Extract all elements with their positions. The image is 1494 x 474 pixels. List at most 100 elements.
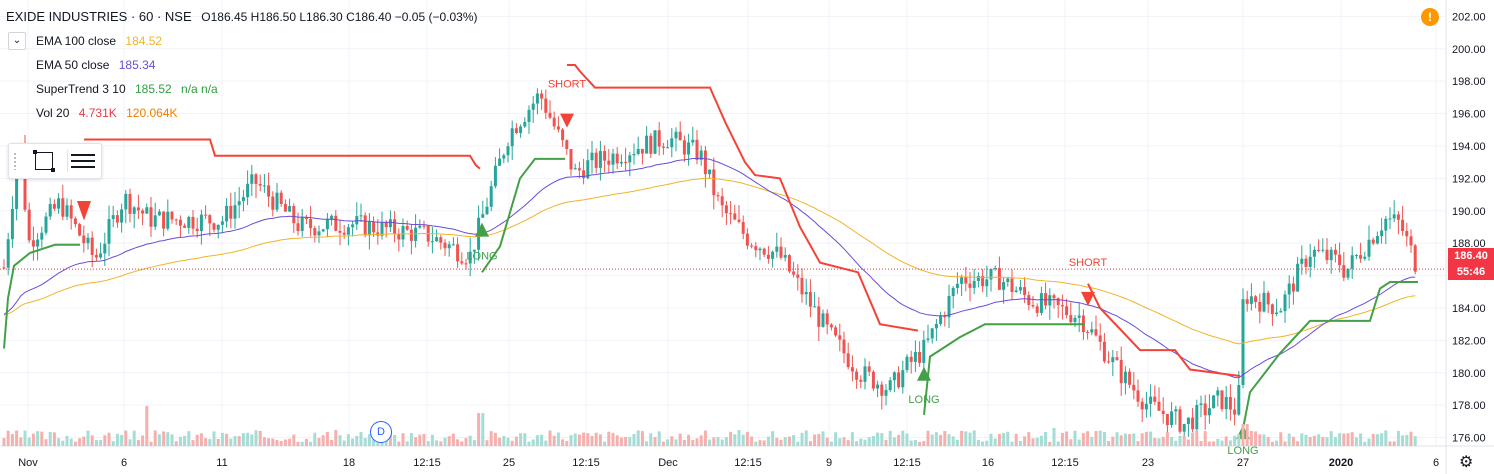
indicator-volume[interactable]: Vol 20 4.731K 120.064K [36, 106, 178, 120]
ema100-line [3, 177, 1416, 345]
volume-bar [1195, 430, 1199, 446]
volume-bar [741, 434, 745, 446]
volume-bar [1102, 431, 1106, 446]
volume-bar [897, 434, 901, 446]
volume-bar [342, 440, 346, 446]
candle-body [317, 231, 321, 236]
candle-body [519, 126, 523, 134]
volume-bar [779, 439, 783, 446]
volume-bar [132, 430, 136, 446]
volume-bar [1098, 430, 1102, 446]
candle-body [1396, 214, 1400, 220]
volume-bar [939, 434, 943, 446]
candle-body [1388, 218, 1392, 220]
volume-bar [1123, 433, 1127, 446]
candle-body [1413, 245, 1417, 272]
candle-body [934, 323, 938, 329]
candle-body [771, 251, 775, 259]
lines-tool-icon[interactable] [71, 153, 95, 169]
candle-body [1291, 283, 1295, 292]
candle-body [2, 267, 6, 269]
volume-bar [1346, 433, 1350, 446]
volume-bar [485, 440, 489, 446]
alert-icon[interactable]: ! [1421, 8, 1439, 26]
volume-bar [409, 433, 413, 446]
drawing-toolbox[interactable] [8, 143, 102, 179]
rectangle-tool-icon[interactable] [33, 150, 55, 172]
volume-bar [884, 440, 888, 446]
volume-bar [997, 433, 1001, 446]
candle-body [964, 277, 968, 284]
candle-body [1279, 311, 1283, 313]
signal-arrow-long [475, 222, 489, 237]
candle-body [888, 380, 892, 391]
symbol-title[interactable]: EXIDE INDUSTRIES · 60 · NSE [6, 9, 192, 24]
candle-body [489, 186, 493, 207]
volume-bar [351, 438, 355, 446]
indicator-supertrend[interactable]: SuperTrend 3 10 185.52 n/a n/a [36, 82, 218, 96]
volume-bar [2, 438, 6, 446]
volume-bar [384, 439, 388, 446]
candle-body [115, 215, 119, 223]
candle-body [1233, 409, 1237, 415]
candle-body [947, 295, 951, 318]
y-tick-label: 184.00 [1452, 303, 1486, 315]
candle-body [1350, 255, 1354, 269]
volume-bar [124, 430, 128, 446]
candle-body [838, 335, 842, 340]
indicator-ema100[interactable]: EMA 100 close 184.52 [36, 34, 162, 48]
gear-icon[interactable]: ⚙ [1459, 454, 1474, 471]
x-tick-label: 12:15 [413, 457, 441, 469]
volume-bar [519, 433, 523, 446]
candle-body [796, 274, 800, 278]
volume-bar [296, 441, 300, 446]
candle-body [703, 150, 707, 175]
volume-bar [1052, 428, 1056, 446]
candle-body [1056, 298, 1060, 306]
volume-bar [619, 437, 623, 446]
volume-bar [1136, 441, 1140, 446]
volume-bar [821, 431, 825, 446]
volume-bar [934, 432, 938, 446]
volume-bar [86, 430, 90, 446]
candle-body [645, 135, 649, 154]
countdown-label: 55:46 [1448, 264, 1494, 280]
volume-bar [6, 430, 10, 446]
volume-bar [527, 441, 531, 446]
candle-body [1258, 301, 1262, 312]
candle-body [1287, 283, 1291, 295]
volume-bar [115, 433, 119, 446]
candle-body [594, 152, 598, 168]
candle-body [1010, 278, 1014, 292]
drag-handle[interactable] [13, 152, 17, 170]
volume-bar [472, 440, 476, 446]
candle-body [78, 224, 82, 236]
volume-bar [321, 435, 325, 446]
volume-bar [745, 431, 749, 446]
y-tick-label: 176.00 [1452, 433, 1486, 445]
candle-body [1027, 295, 1031, 306]
volume-bar [1413, 436, 1417, 446]
candle-body [842, 339, 846, 354]
y-tick-label: 194.00 [1452, 141, 1486, 153]
candle-body [829, 324, 833, 328]
candle-body [1098, 335, 1102, 342]
volume-bar [771, 431, 775, 446]
volume-bar [1002, 433, 1006, 446]
candle-body [1119, 359, 1123, 384]
volume-bar [1262, 434, 1266, 446]
supertrend-down-line [84, 138, 481, 170]
volume-bar [1287, 433, 1291, 446]
candle-body [733, 213, 737, 220]
volume-bar [1308, 437, 1312, 446]
volume-bar [1338, 433, 1342, 446]
indicator-ema50[interactable]: EMA 50 close 185.34 [36, 58, 155, 72]
candle-body [296, 223, 300, 232]
dividend-marker[interactable]: D [370, 421, 392, 443]
candle-body [1228, 397, 1232, 410]
candle-body [968, 283, 972, 288]
volume-bar [1157, 438, 1161, 446]
candle-body [544, 98, 548, 113]
chevron-down-icon[interactable]: ⌄ [8, 32, 26, 50]
